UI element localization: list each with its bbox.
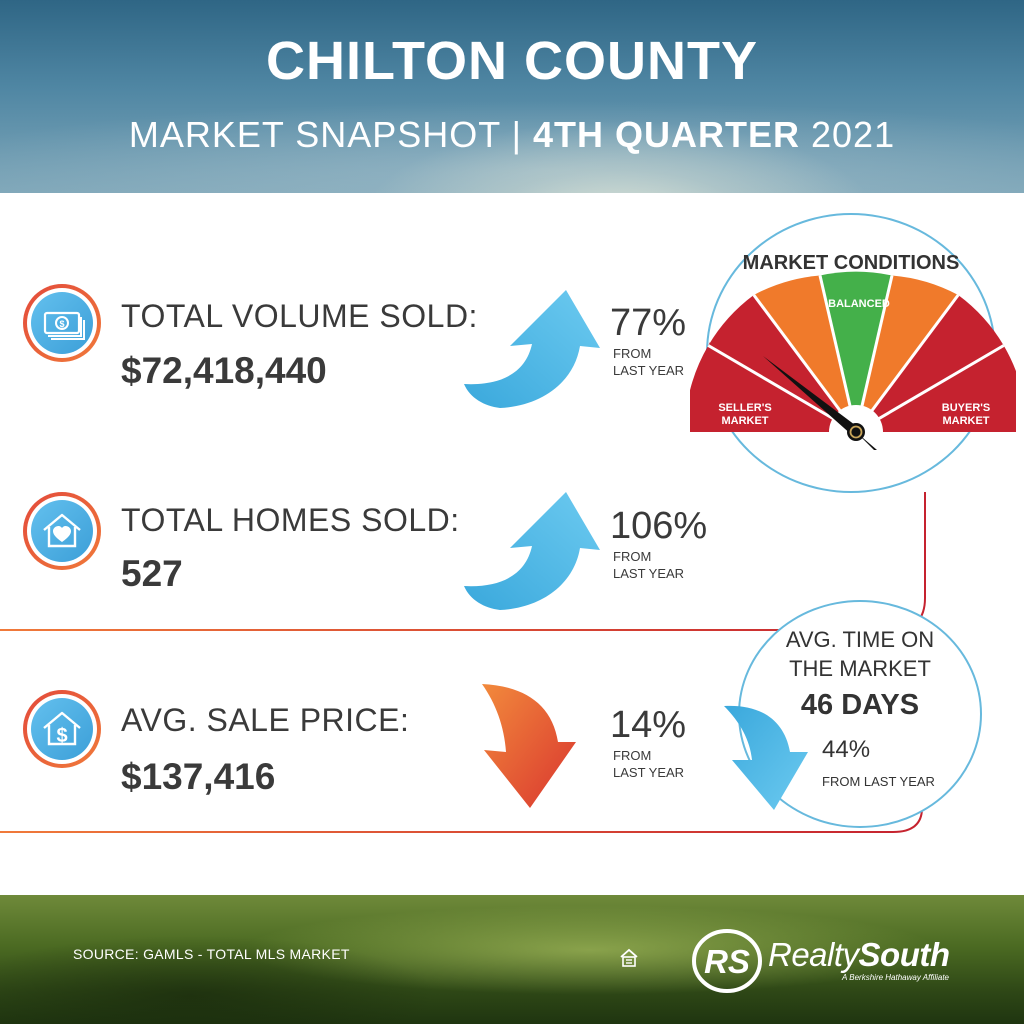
seller-line1: SELLER'S [718, 402, 772, 414]
svg-text:$: $ [59, 319, 64, 329]
house-heart-icon [43, 513, 81, 548]
volume-label: TOTAL VOLUME SOLD: [121, 298, 478, 334]
time-change-percent: 44% [822, 736, 871, 763]
brand-tagline: A Berkshire Hathaway Affiliate [842, 973, 950, 982]
gauge-label-sellers: SELLER'S MARKET [712, 402, 778, 428]
price-value: $137,416 [121, 756, 276, 797]
price-icon-badge: $ [23, 690, 101, 768]
time-on-market-title: AVG. TIME ON THE MARKET [738, 625, 982, 683]
logo-letters: RS [704, 943, 750, 980]
house-dollar-icon: $ [43, 711, 81, 747]
subtitle-year: 2021 [800, 114, 896, 155]
source-note: SOURCE: GAMLS - TOTAL MLS MARKET [73, 946, 350, 962]
time-title-line1: AVG. TIME ON [785, 627, 935, 652]
volume-icon-badge: $ [23, 284, 101, 362]
subtitle-quarter: 4TH QUARTER [533, 114, 801, 155]
homes-value: 527 [121, 553, 183, 594]
subtitle-prefix: MARKET SNAPSHOT | [128, 114, 533, 155]
time-on-market-days: 46 DAYS [800, 689, 920, 721]
time-title-line2: THE MARKET [789, 656, 931, 681]
header-sky-banner [0, 0, 1024, 193]
seller-line2: MARKET [721, 415, 769, 427]
homes-up-arrow-icon [464, 492, 600, 610]
gauge-title: MARKET CONDITIONS [742, 252, 960, 274]
price-down-arrow-icon [482, 684, 576, 808]
gauge-segment-seller-red [708, 295, 856, 432]
volume-change-caption: FROM LAST YEAR [613, 345, 684, 379]
homes-from-line2: LAST YEAR [613, 566, 685, 581]
volume-change-percent: 77% [610, 302, 687, 344]
page-subtitle: MARKET SNAPSHOT | 4TH QUARTER 2021 [0, 114, 1024, 156]
brand-light: Realty [768, 936, 859, 973]
homes-label: TOTAL HOMES SOLD: [121, 502, 460, 538]
buyer-line1: BUYER'S [941, 402, 991, 414]
homes-change-percent: 106% [610, 505, 708, 547]
realtysouth-logo-icon: RS [692, 929, 762, 993]
buyer-line2: MARKET [942, 415, 990, 427]
gauge-segment-balanced-green [820, 271, 892, 432]
homes-icon-badge [23, 492, 101, 570]
gauge-segment-left-orange [753, 275, 856, 432]
brand-name: RealtySouth [768, 936, 950, 974]
gauge-label-buyers: BUYER'S MARKET [932, 402, 1000, 428]
price-change-percent: 14% [610, 704, 687, 746]
footer-grass-banner [0, 895, 1024, 1024]
volume-from-line1: FROM [613, 346, 652, 361]
price-change-caption: FROM LAST YEAR [613, 747, 684, 781]
svg-text:$: $ [56, 725, 67, 747]
volume-up-arrow-icon [464, 290, 600, 408]
time-down-arrow-icon [724, 705, 808, 810]
volume-value: $72,418,440 [121, 350, 327, 391]
price-from-line1: FROM [613, 748, 652, 763]
gauge-segment-right-orange [856, 275, 959, 432]
volume-from-line2: LAST YEAR [613, 363, 685, 378]
price-label: AVG. SALE PRICE: [121, 702, 410, 738]
homes-change-caption: FROM LAST YEAR [613, 548, 684, 582]
price-from-line2: LAST YEAR [613, 765, 685, 780]
time-change-caption: FROM LAST YEAR [822, 774, 935, 789]
page-title: CHILTON COUNTY [266, 31, 758, 91]
money-icon: $ [43, 311, 85, 340]
equal-housing-icon [620, 948, 638, 967]
gauge-segment-buyer-red [856, 295, 1004, 432]
gauge-label-balanced: BALANCED [828, 298, 890, 310]
gauge-needle [763, 356, 859, 436]
homes-from-line1: FROM [613, 549, 652, 564]
brand-bold: South [858, 936, 950, 973]
market-gauge [690, 271, 1016, 450]
